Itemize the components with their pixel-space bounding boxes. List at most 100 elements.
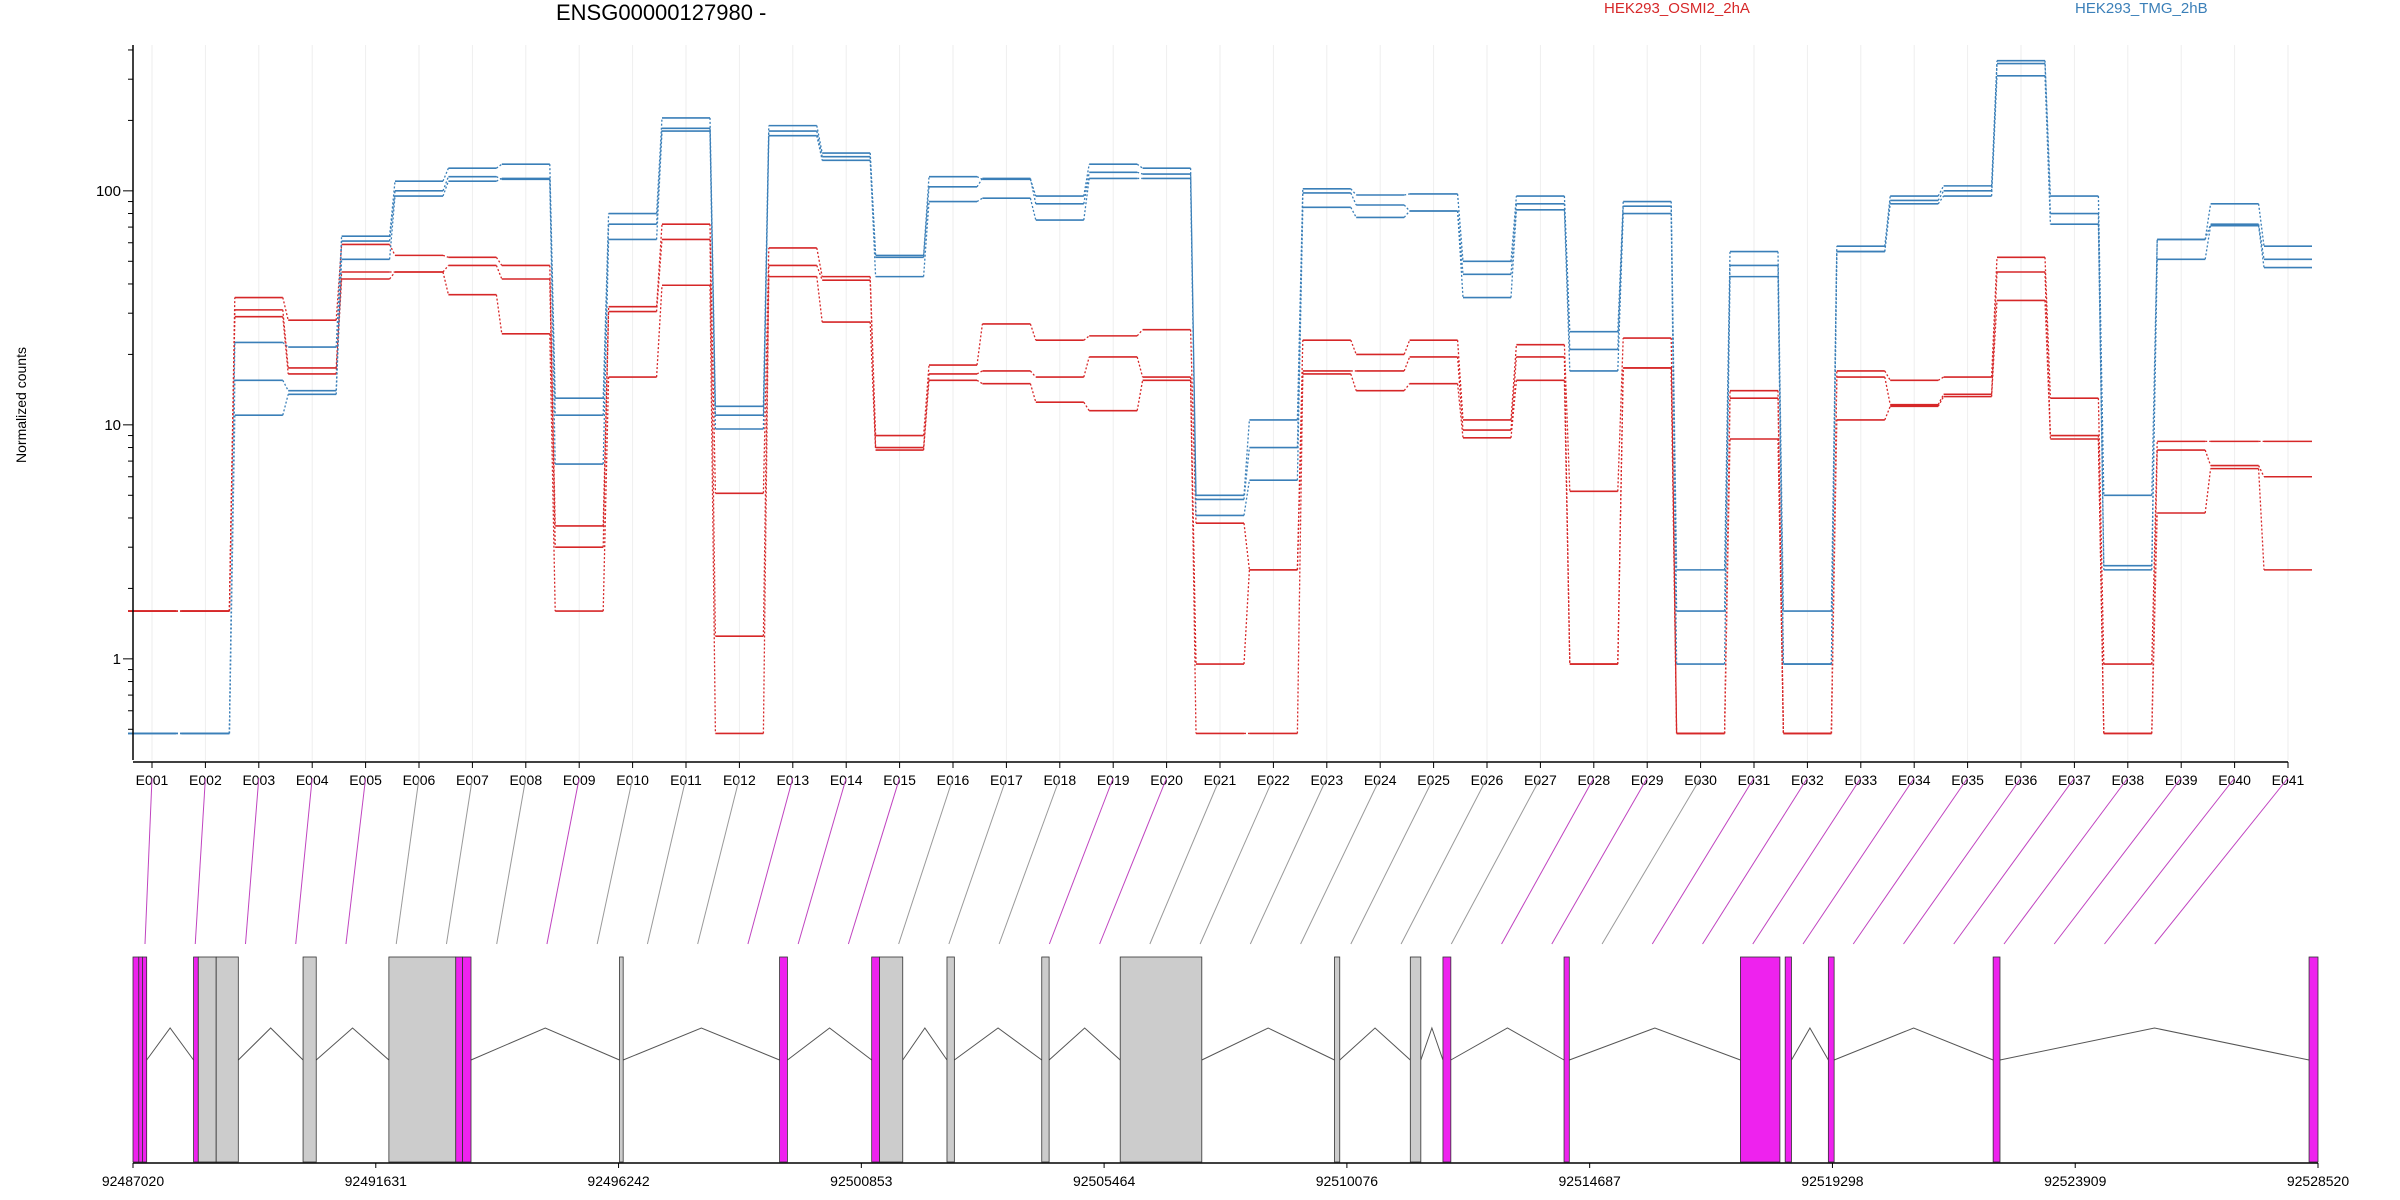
exon-connector: [194, 777, 206, 945]
exon-connector: [1501, 777, 1595, 945]
transition-line: [1456, 210, 1464, 275]
transition-line: [1990, 271, 1998, 395]
transition-line: [816, 130, 823, 157]
gene-model: 92487020 92491631 92496242 92500853 92505464…: [102, 956, 2350, 1189]
exon-connector: [1149, 777, 1221, 945]
transition-line: [1083, 356, 1090, 378]
transition-line: [549, 278, 556, 548]
exon-box-highlighted: [2308, 956, 2319, 1163]
transition-line: [282, 316, 289, 375]
transition-line: [1617, 337, 1624, 492]
transition-line: [1456, 383, 1464, 438]
transition-line: [496, 177, 503, 182]
transition-line: [2044, 257, 2052, 399]
transition-line: [709, 285, 717, 734]
grid-layer: [151, 45, 2289, 760]
intron-line: [1833, 1027, 1994, 1061]
transition-line: [762, 131, 770, 416]
x-tick-label: E016: [937, 772, 970, 788]
exon-connector: [1852, 777, 1969, 945]
transition-line: [762, 135, 770, 430]
transition-line: [335, 259, 343, 395]
transition-line: [2097, 398, 2105, 665]
exon-box: [197, 956, 217, 1163]
exon-box-highlighted: [1740, 956, 1781, 1163]
intron-line: [787, 1027, 872, 1061]
transition-line: [1777, 276, 1785, 665]
x-tick-label: E040: [2218, 772, 2251, 788]
x-tick-label: E024: [1364, 772, 1397, 788]
exon-connector: [395, 777, 420, 945]
transition-line: [1937, 396, 1945, 407]
x-tick-label: E019: [1097, 772, 1130, 788]
x-tick-label: E018: [1043, 772, 1076, 788]
exon-connector: [1551, 777, 1648, 945]
exon-box-highlighted: [1442, 956, 1452, 1163]
transition-line: [602, 311, 610, 548]
transition-line: [2257, 225, 2265, 268]
legend-label-blue: HEK293_TMG_2hB: [2075, 0, 2208, 17]
transition-line: [282, 380, 289, 391]
exon-connector: [1903, 777, 2022, 945]
y-tick-label: 100: [96, 183, 121, 200]
exon-box-highlighted: [871, 956, 880, 1163]
x-tick-label: E034: [1898, 772, 1931, 788]
transition-line: [655, 224, 663, 307]
transition-line: [1563, 344, 1571, 492]
transition-line: [1029, 370, 1037, 378]
exon-box-highlighted: [1992, 956, 2001, 1163]
transition-line: [1136, 380, 1144, 411]
exon-box: [619, 956, 624, 1163]
exon-connector: [797, 777, 847, 945]
transition-line: [442, 176, 450, 192]
transition-line: [976, 370, 983, 375]
intron-line: [1420, 1026, 1444, 1061]
transition-line: [1563, 203, 1571, 350]
intron-line: [1339, 1027, 1411, 1061]
exon-connector: [546, 777, 580, 945]
transition-line: [1456, 193, 1464, 262]
x-tick-label: E023: [1310, 772, 1343, 788]
transition-line: [2044, 60, 2052, 197]
genomic-tick-label: 92528520: [2287, 1173, 2350, 1189]
transition-line: [1937, 190, 1945, 201]
transition-line: [442, 265, 449, 273]
transition-line: [976, 178, 983, 188]
genomic-tick-label: 92491631: [345, 1173, 408, 1189]
exon-connector: [898, 777, 954, 945]
transition-line: [1136, 329, 1144, 337]
exon-box: [1041, 956, 1050, 1163]
transition-line: [1189, 178, 1197, 516]
transition-line: [1990, 300, 1998, 397]
series-blue-5: [128, 75, 2312, 735]
transition-line: [2257, 468, 2265, 570]
transition-line: [282, 394, 289, 416]
exon-connector: [646, 777, 687, 945]
transition-line: [709, 131, 717, 430]
genomic-tick-label: 92487020: [102, 1173, 165, 1189]
transition-line: [1670, 367, 1678, 734]
transition-line: [2204, 224, 2212, 240]
transition-line: [869, 322, 877, 451]
x-tick-label: E022: [1257, 772, 1290, 788]
transition-line: [1296, 207, 1304, 481]
intron-line: [1569, 1027, 1741, 1061]
x-tick-label: E020: [1150, 772, 1183, 788]
intron-line: [622, 1027, 780, 1061]
transition-line: [1350, 339, 1357, 355]
x-tick-label: E035: [1951, 772, 1984, 788]
exon-connector: [144, 777, 153, 945]
connector-layer: [144, 777, 2289, 945]
exon-box-highlighted: [455, 956, 463, 1163]
transition-line: [549, 265, 556, 526]
exon-connector: [345, 777, 367, 945]
transition-line: [1670, 206, 1678, 612]
transition-line: [1617, 201, 1624, 332]
transition-line: [1563, 356, 1571, 665]
transition-line: [1937, 185, 1945, 197]
x-tick-label: E010: [616, 772, 649, 788]
intron-line: [1450, 1027, 1565, 1061]
transition-line: [2151, 441, 2158, 665]
transition-line: [869, 160, 877, 277]
exon-connector: [1400, 777, 1488, 945]
